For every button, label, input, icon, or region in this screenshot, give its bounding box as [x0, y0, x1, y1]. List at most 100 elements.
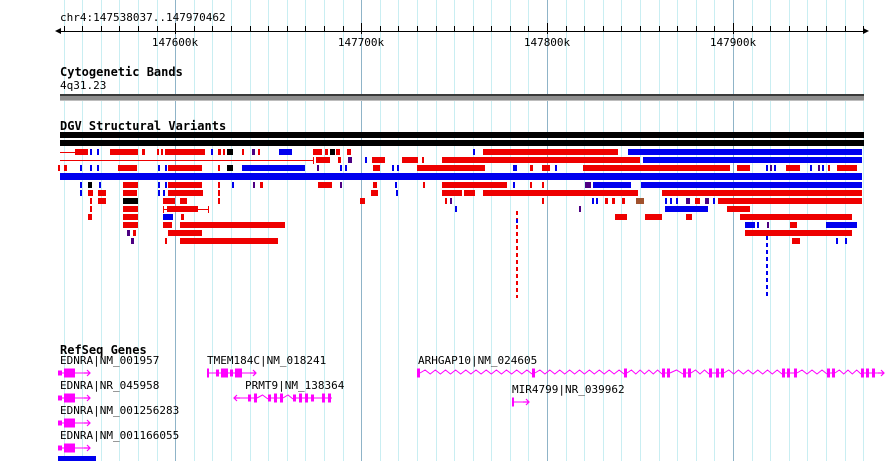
- variant-segment[interactable]: [345, 165, 347, 171]
- variant-segment[interactable]: [513, 182, 515, 188]
- variant-segment[interactable]: [372, 157, 385, 163]
- variant-segment[interactable]: [483, 190, 638, 196]
- variant-segment[interactable]: [727, 206, 750, 212]
- variant-segment[interactable]: [737, 165, 750, 171]
- variant-breakpoint-dashed-line[interactable]: [766, 236, 768, 298]
- variant-segment[interactable]: [810, 165, 812, 171]
- variant-segment[interactable]: [142, 149, 145, 155]
- gene-exon-block[interactable]: [64, 418, 75, 428]
- variant-segment[interactable]: [757, 222, 759, 228]
- variant-segment[interactable]: [110, 149, 138, 155]
- gene-exon-block[interactable]: [235, 368, 242, 378]
- variant-segment[interactable]: [158, 182, 160, 188]
- variant-segment[interactable]: [592, 198, 594, 204]
- variant-segment[interactable]: [127, 230, 130, 236]
- variant-segment[interactable]: [605, 198, 608, 204]
- variant-segment[interactable]: [392, 165, 394, 171]
- variant-segment[interactable]: [88, 190, 93, 196]
- gene-exon-block[interactable]: [207, 368, 209, 378]
- variant-segment[interactable]: [662, 190, 862, 196]
- variant-segment[interactable]: [118, 165, 137, 171]
- variant-segment[interactable]: [163, 198, 175, 204]
- variant-segment[interactable]: [75, 149, 88, 155]
- variant-segment[interactable]: [670, 198, 672, 204]
- variant-segment[interactable]: [157, 149, 159, 155]
- gene-exon-block[interactable]: [782, 368, 785, 378]
- variant-connector-line[interactable]: [163, 209, 208, 210]
- gene-label[interactable]: EDNRA|NM_001256283: [60, 404, 180, 417]
- variant-segment[interactable]: [579, 206, 581, 212]
- variant-segment[interactable]: [397, 165, 399, 171]
- variant-segment[interactable]: [442, 190, 462, 196]
- variant-segment[interactable]: [828, 165, 830, 171]
- variant-segment[interactable]: [80, 165, 82, 171]
- variant-segment[interactable]: [123, 222, 138, 228]
- variant-segment[interactable]: [766, 165, 768, 171]
- gene-exon-block[interactable]: [64, 368, 75, 378]
- variant-segment[interactable]: [790, 222, 797, 228]
- variant-segment[interactable]: [395, 182, 397, 188]
- variant-segment[interactable]: [161, 149, 163, 155]
- variant-breakpoint-dashed-line[interactable]: [516, 211, 518, 298]
- gene-exon-block[interactable]: [293, 394, 296, 402]
- variant-segment[interactable]: [348, 157, 352, 163]
- variant-segment[interactable]: [163, 222, 172, 228]
- variant-segment[interactable]: [555, 165, 557, 171]
- variant-segment[interactable]: [665, 198, 667, 204]
- gene-exon-block[interactable]: [58, 395, 62, 401]
- variant-segment[interactable]: [686, 214, 692, 220]
- variant-segment[interactable]: [365, 157, 367, 163]
- variant-segment[interactable]: [422, 157, 424, 163]
- variant-segment[interactable]: [347, 149, 351, 155]
- gene-exon-block[interactable]: [58, 420, 62, 426]
- variant-segment[interactable]: [133, 230, 136, 236]
- variant-segment[interactable]: [542, 182, 544, 188]
- variant-segment[interactable]: [628, 149, 862, 155]
- cytogenetic-band[interactable]: [60, 94, 864, 101]
- variant-segment[interactable]: [464, 190, 475, 196]
- variant-segment[interactable]: [338, 157, 341, 163]
- variant-segment[interactable]: [165, 182, 167, 188]
- gene-exon-block[interactable]: [299, 393, 302, 403]
- variant-segment[interactable]: [165, 149, 205, 155]
- variant-segment[interactable]: [180, 198, 187, 204]
- gene-label[interactable]: MIR4799|NR_039962: [512, 383, 625, 396]
- variant-segment[interactable]: [585, 182, 591, 188]
- variant-segment[interactable]: [98, 190, 106, 196]
- variant-segment[interactable]: [99, 182, 101, 188]
- gene-exon-block[interactable]: [872, 368, 875, 378]
- variant-segment[interactable]: [60, 140, 864, 146]
- variant-segment[interactable]: [97, 165, 99, 171]
- variant-segment[interactable]: [740, 214, 852, 220]
- variant-segment[interactable]: [822, 165, 824, 171]
- variant-segment[interactable]: [665, 206, 708, 212]
- gene-exon-block[interactable]: [268, 394, 271, 402]
- variant-segment[interactable]: [227, 149, 233, 155]
- gene-exon-block[interactable]: [221, 368, 228, 378]
- gene-exon-block[interactable]: [254, 393, 257, 403]
- variant-segment[interactable]: [123, 214, 138, 220]
- variant-segment[interactable]: [530, 182, 532, 188]
- gene-exon-block[interactable]: [322, 393, 325, 403]
- variant-segment[interactable]: [530, 165, 533, 171]
- variant-segment[interactable]: [165, 165, 167, 171]
- variant-segment[interactable]: [445, 198, 447, 204]
- variant-segment[interactable]: [542, 165, 550, 171]
- gene-exon-block[interactable]: [305, 393, 308, 403]
- gene-exon-block[interactable]: [64, 393, 75, 403]
- variant-segment[interactable]: [253, 182, 255, 188]
- gene-exon-block[interactable]: [832, 368, 835, 378]
- variant-segment[interactable]: [316, 157, 330, 163]
- variant-segment[interactable]: [168, 230, 202, 236]
- variant-segment[interactable]: [450, 198, 452, 204]
- variant-segment[interactable]: [718, 198, 862, 204]
- variant-segment[interactable]: [218, 165, 220, 171]
- gene-exon-block[interactable]: [64, 443, 75, 453]
- variant-segment[interactable]: [615, 214, 627, 220]
- variant-segment[interactable]: [165, 238, 167, 244]
- variant-segment[interactable]: [242, 165, 305, 171]
- variant-segment[interactable]: [97, 149, 99, 155]
- variant-segment[interactable]: [88, 182, 92, 188]
- gene-exon-block[interactable]: [667, 368, 670, 378]
- variant-connector-line[interactable]: [60, 152, 75, 153]
